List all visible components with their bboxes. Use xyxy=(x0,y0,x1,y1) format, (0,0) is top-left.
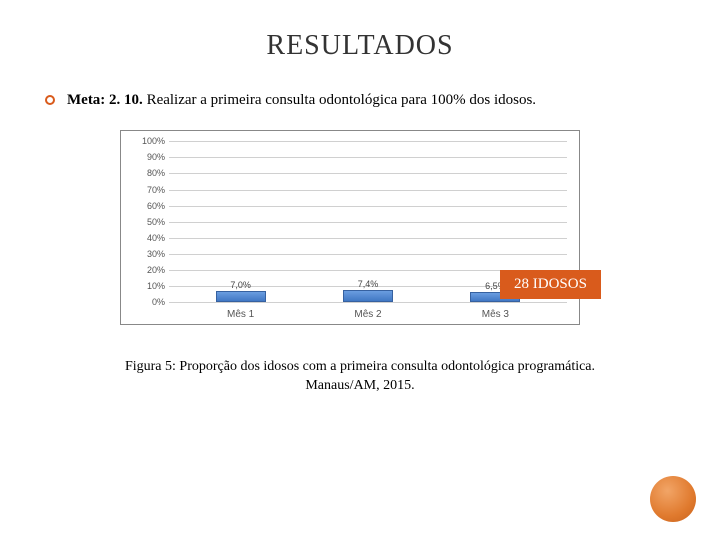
bullet-text: Meta: 2. 10. Realizar a primeira consult… xyxy=(67,90,536,110)
bar-value-label: 7,4% xyxy=(358,279,379,289)
y-tick-label: 20% xyxy=(129,265,165,275)
gridline xyxy=(169,238,567,239)
figure-caption: Figura 5: Proporção dos idosos com a pri… xyxy=(35,358,685,396)
bullet-item: Meta: 2. 10. Realizar a primeira consult… xyxy=(35,90,685,110)
y-tick-label: 80% xyxy=(129,168,165,178)
decor-circle xyxy=(650,476,696,522)
gridline xyxy=(169,141,567,142)
bullet-icon xyxy=(45,95,55,105)
bar: 7,0% xyxy=(216,291,266,302)
y-tick-label: 50% xyxy=(129,217,165,227)
y-tick-label: 60% xyxy=(129,201,165,211)
y-tick-label: 100% xyxy=(129,136,165,146)
y-tick-label: 30% xyxy=(129,249,165,259)
meta-label: Meta: 2. 10. xyxy=(67,92,143,108)
bar-value-label: 7,0% xyxy=(230,280,251,290)
gridline xyxy=(169,302,567,303)
gridline xyxy=(169,190,567,191)
chart-container: 0% 10% 20% 30% 40% 50% 60% 70% 80% 90% 100% 7,0% Mês… xyxy=(120,130,600,330)
y-tick-label: 10% xyxy=(129,281,165,291)
gridline xyxy=(169,157,567,158)
gridline xyxy=(169,222,567,223)
page-title: RESULTADOS xyxy=(35,30,685,62)
bar: 7,4% xyxy=(343,290,393,302)
x-tick-label: Mês 1 xyxy=(227,309,254,320)
gridline xyxy=(169,173,567,174)
x-tick-label: Mês 2 xyxy=(354,309,381,320)
meta-desc: Realizar a primeira consulta odontológic… xyxy=(143,92,536,108)
slide: RESULTADOS Meta: 2. 10. Realizar a prime… xyxy=(0,0,720,540)
gridline xyxy=(169,206,567,207)
y-tick-label: 70% xyxy=(129,185,165,195)
gridline xyxy=(169,254,567,255)
y-tick-label: 90% xyxy=(129,152,165,162)
y-tick-label: 40% xyxy=(129,233,165,243)
callout-badge: 28 IDOSOS xyxy=(500,270,601,299)
y-tick-label: 0% xyxy=(129,297,165,307)
x-tick-label: Mês 3 xyxy=(482,309,509,320)
